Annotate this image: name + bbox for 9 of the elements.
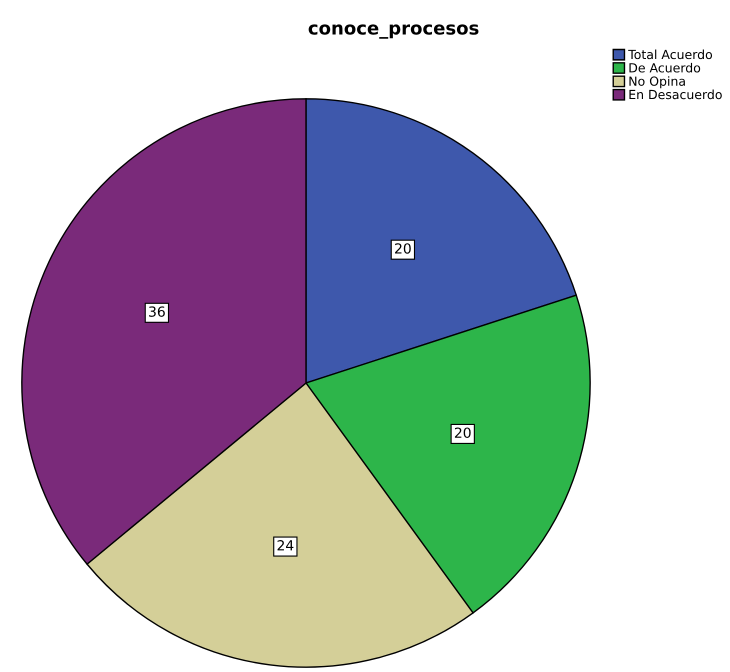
data-label: 20 bbox=[454, 427, 471, 438]
legend-label: No Opina bbox=[629, 76, 685, 88]
legend-label: De Acuerdo bbox=[629, 62, 700, 73]
data-label: 36 bbox=[149, 306, 165, 317]
data-label: 20 bbox=[395, 243, 411, 254]
data-label: 24 bbox=[278, 540, 294, 550]
legend-label: En Desacuerdo bbox=[629, 90, 722, 100]
chart-title: conoce_procesos bbox=[308, 24, 478, 39]
legend-label: Total Acuerdo bbox=[628, 50, 712, 60]
